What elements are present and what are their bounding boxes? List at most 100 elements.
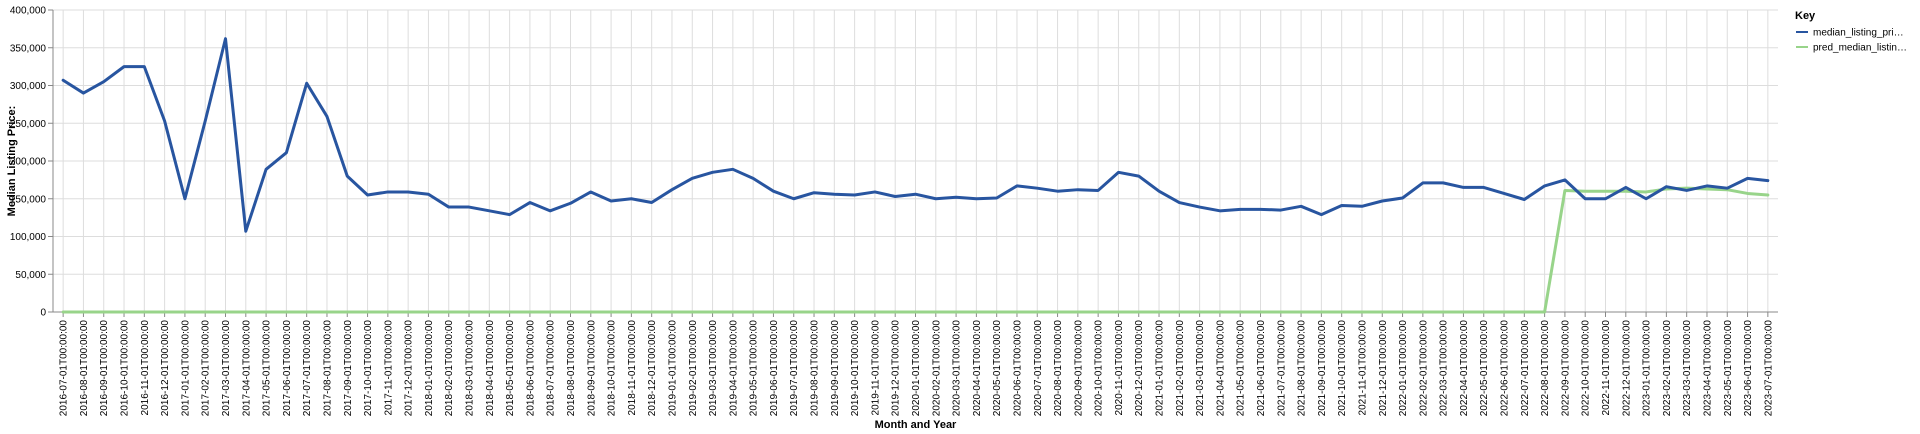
x-tick-label: 2023-06-01T00:00:00 [1743,320,1754,417]
x-tick-label: 2018-03-01T00:00:00 [465,320,476,417]
x-tick-label: 2019-10-01T00:00:00 [850,320,861,417]
x-tick-label: 2016-10-01T00:00:00 [120,320,131,417]
x-tick-label: 2017-12-01T00:00:00 [404,320,415,417]
x-tick-label: 2020-10-01T00:00:00 [1094,320,1105,417]
x-tick-label: 2021-01-01T00:00:00 [1155,320,1166,417]
x-tick-label: 2022-10-01T00:00:00 [1581,320,1592,417]
y-axis-ticks: 0 50,000 100,000 150,000 200,000 250,000 300,0… [10,6,53,319]
x-tick-label: 2020-11-01T00:00:00 [1114,320,1125,416]
y-tick-label: 0 [40,308,46,319]
x-tick-label: 2016-08-01T00:00:00 [79,320,90,417]
x-tick-label: 2021-05-01T00:00:00 [1236,320,1247,417]
x-tick-label: 2023-07-01T00:00:00 [1763,320,1774,417]
x-tick-label: 2021-09-01T00:00:00 [1317,320,1328,417]
x-tick-label: 2016-11-01T00:00:00 [140,320,151,416]
series-line-pred-median-listin- [61,186,1770,314]
x-tick-label: 2017-01-01T00:00:00 [180,320,191,417]
x-tick-label: 2019-05-01T00:00:00 [749,320,760,417]
x-tick-label: 2020-03-01T00:00:00 [952,320,963,417]
y-tick-label: 350,000 [10,43,47,54]
x-tick-label: 2020-08-01T00:00:00 [1053,320,1064,417]
x-tick-label: 2017-07-01T00:00:00 [302,320,313,417]
x-tick-label: 2017-11-01T00:00:00 [383,320,394,416]
x-tick-label: 2019-06-01T00:00:00 [769,320,780,417]
legend-label: pred_median_listin… [1813,43,1907,54]
x-tick-label: 2018-11-01T00:00:00 [627,320,638,416]
x-tick-label: 2023-05-01T00:00:00 [1723,320,1734,417]
x-tick-label: 2018-12-01T00:00:00 [647,320,658,417]
y-tick-label: 300,000 [10,81,47,92]
x-tick-label: 2019-12-01T00:00:00 [891,320,902,417]
y-tick-label: 200,000 [10,157,47,168]
x-tick-label: 2023-02-01T00:00:00 [1662,320,1673,417]
x-tick-label: 2023-03-01T00:00:00 [1682,320,1693,417]
x-tick-label: 2023-04-01T00:00:00 [1702,320,1713,417]
x-tick-label: 2021-10-01T00:00:00 [1337,320,1348,417]
x-tick-label: 2018-10-01T00:00:00 [607,320,618,417]
x-tick-label: 2019-02-01T00:00:00 [688,320,699,417]
x-tick-label: 2019-01-01T00:00:00 [667,320,678,417]
x-tick-label: 2020-04-01T00:00:00 [972,320,983,417]
x-axis-title: Month and Year [875,419,957,431]
legend-label: median_listing_pri… [1813,28,1904,39]
x-tick-label: 2016-09-01T00:00:00 [99,320,110,417]
x-tick-label: 2018-08-01T00:00:00 [566,320,577,417]
x-tick-label: 2022-09-01T00:00:00 [1560,320,1571,417]
x-tick-label: 2018-09-01T00:00:00 [586,320,597,417]
x-tick-label: 2019-11-01T00:00:00 [870,320,881,416]
y-tick-label: 400,000 [10,6,47,17]
x-tick-label: 2019-08-01T00:00:00 [810,320,821,417]
x-tick-label: 2018-04-01T00:00:00 [485,320,496,417]
x-tick-label: 2022-02-01T00:00:00 [1418,320,1429,417]
y-tick-label: 250,000 [10,119,47,130]
x-tick-label: 2021-02-01T00:00:00 [1175,320,1186,417]
x-tick-label: 2018-07-01T00:00:00 [546,320,557,417]
x-tick-label: 2019-04-01T00:00:00 [728,320,739,417]
y-tick-label: 150,000 [10,194,47,205]
x-tick-label: 2021-03-01T00:00:00 [1195,320,1206,417]
legend-title: Key [1795,10,1816,22]
legend-entries: median_listing_pri… pred_median_listin… [1796,28,1907,54]
x-tick-label: 2018-02-01T00:00:00 [444,320,455,417]
x-tick-label: 2020-12-01T00:00:00 [1134,320,1145,417]
x-tick-label: 2017-09-01T00:00:00 [343,320,354,417]
x-tick-label: 2017-06-01T00:00:00 [282,320,293,417]
y-axis-title: Median Listing Price: [6,106,18,217]
x-tick-label: 2018-01-01T00:00:00 [424,320,435,417]
series-lines [61,37,1770,314]
x-tick-label: 2020-07-01T00:00:00 [1033,320,1044,417]
x-tick-label: 2020-06-01T00:00:00 [1012,320,1023,417]
x-tick-label: 2017-05-01T00:00:00 [262,320,273,417]
x-tick-label: 2021-08-01T00:00:00 [1297,320,1308,417]
x-tick-label: 2022-05-01T00:00:00 [1479,320,1490,417]
x-tick-label: 2017-10-01T00:00:00 [363,320,374,417]
legend: Key median_listing_pri… pred_median_listi… [1795,10,1907,54]
x-tick-label: 2018-06-01T00:00:00 [525,320,536,417]
x-tick-label: 2020-05-01T00:00:00 [992,320,1003,417]
x-axis-ticks: 2016-07-01T00:00:00 2016-08-01T00:00:00 20… [59,312,1774,417]
y-tick-label: 100,000 [10,232,47,243]
x-tick-label: 2018-05-01T00:00:00 [505,320,516,417]
grid-lines [53,9,1778,313]
x-tick-label: 2017-04-01T00:00:00 [241,320,252,417]
x-tick-label: 2017-02-01T00:00:00 [201,320,212,417]
x-tick-label: 2023-01-01T00:00:00 [1642,320,1653,417]
x-tick-label: 2022-07-01T00:00:00 [1520,320,1531,417]
x-tick-label: 2019-07-01T00:00:00 [789,320,800,417]
x-tick-label: 2017-03-01T00:00:00 [221,320,232,417]
x-tick-label: 2022-08-01T00:00:00 [1540,320,1551,417]
x-tick-label: 2021-04-01T00:00:00 [1215,320,1226,417]
x-tick-label: 2019-09-01T00:00:00 [830,320,841,417]
x-tick-label: 2021-07-01T00:00:00 [1276,320,1287,417]
x-tick-label: 2022-04-01T00:00:00 [1459,320,1470,417]
x-tick-label: 2021-06-01T00:00:00 [1256,320,1267,417]
x-tick-label: 2020-09-01T00:00:00 [1073,320,1084,417]
y-tick-label: 50,000 [15,270,46,281]
x-tick-label: 2022-03-01T00:00:00 [1439,320,1450,417]
x-tick-label: 2020-01-01T00:00:00 [911,320,922,417]
x-tick-label: 2022-06-01T00:00:00 [1500,320,1511,417]
x-tick-label: 2020-02-01T00:00:00 [931,320,942,417]
x-tick-label: 2022-12-01T00:00:00 [1621,320,1632,417]
x-tick-label: 2016-12-01T00:00:00 [160,320,171,417]
x-tick-label: 2017-08-01T00:00:00 [322,320,333,417]
